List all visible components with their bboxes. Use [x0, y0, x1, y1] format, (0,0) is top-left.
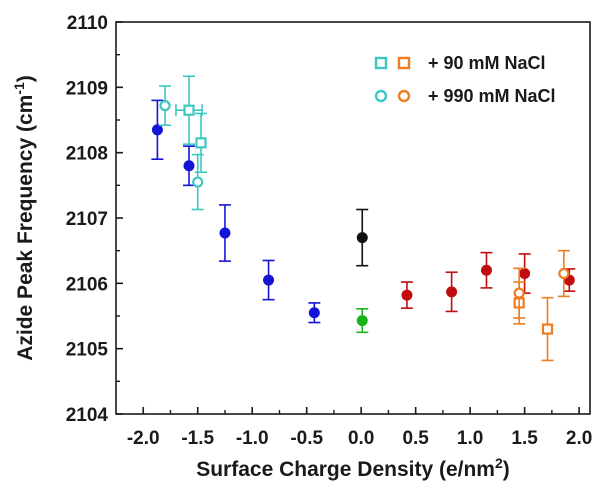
x-tick-label: -2.0: [127, 428, 160, 449]
x-tick-label: 1.5: [511, 428, 538, 449]
point-marker: [195, 137, 207, 149]
point-marker: [480, 264, 492, 276]
data-point: [218, 204, 231, 262]
y-tick-label: 2108: [66, 144, 108, 165]
x-tick-label: -1.0: [236, 428, 269, 449]
data-point: [445, 271, 458, 313]
point-marker: [401, 289, 413, 301]
legend-circle-teal: [374, 89, 388, 103]
x-tick-label: 0.5: [402, 428, 429, 449]
data-point: [480, 251, 493, 289]
data-point: [262, 259, 275, 301]
x-tick-label: -1.5: [181, 428, 214, 449]
legend-label-90mm: + 90 mM NaCl: [428, 53, 546, 73]
data-point: [541, 296, 554, 362]
legend-square-teal: [374, 56, 388, 70]
point-marker: [183, 104, 195, 116]
x-tick-label: -0.5: [290, 428, 323, 449]
plot-frame: [115, 21, 591, 415]
x-tick-label: 2.0: [566, 428, 592, 449]
point-marker: [356, 315, 368, 327]
data-point: [308, 302, 321, 324]
data-marks: [151, 75, 576, 362]
data-point: [513, 267, 526, 319]
legend-circle-orange: [397, 89, 411, 103]
axis-ticks: 2104 2105 2106 2107 2108 2109 2110 -2.0 -1.5 -1.0…: [66, 13, 593, 449]
point-marker: [541, 323, 554, 335]
y-tick-label: 2109: [66, 78, 108, 99]
x-tick-label: 1.0: [457, 428, 483, 449]
point-marker: [558, 267, 570, 280]
data-point: [356, 308, 369, 334]
data-point: [159, 85, 172, 127]
y-tick-label: 2110: [67, 13, 108, 34]
point-marker: [308, 307, 320, 319]
data-point: [518, 253, 531, 294]
data-point: [191, 153, 204, 211]
point-marker: [192, 176, 204, 188]
data-point: [194, 112, 207, 174]
legend-label-990mm: + 990 mM NaCl: [428, 86, 556, 106]
point-marker: [519, 268, 531, 280]
data-point: [356, 208, 369, 267]
legend-square-orange: [397, 56, 411, 70]
legend: + 90 mM NaCl + 990 mM NaCl: [374, 53, 556, 106]
point-marker: [151, 124, 163, 136]
x-tick-label: 0.0: [348, 428, 374, 449]
point-marker: [159, 100, 171, 112]
y-tick-label: 2106: [66, 274, 108, 295]
point-marker: [183, 160, 195, 172]
point-marker: [446, 286, 458, 298]
y-tick-label: 2107: [66, 209, 108, 230]
data-point: [183, 145, 196, 187]
point-marker: [219, 227, 231, 239]
point-marker: [513, 287, 525, 299]
x-axis-title: Surface Charge Density (e/nm2): [196, 455, 510, 481]
y-axis-title: Azide Peak Frequency (cm-1): [11, 75, 37, 361]
data-point: [151, 99, 164, 160]
point-marker: [356, 232, 368, 244]
data-point: [175, 75, 203, 145]
y-tick-label: 2104: [66, 405, 109, 426]
data-point: [400, 281, 413, 309]
point-marker: [263, 274, 275, 286]
y-tick-label: 2105: [66, 340, 109, 361]
data-point: [557, 249, 570, 298]
